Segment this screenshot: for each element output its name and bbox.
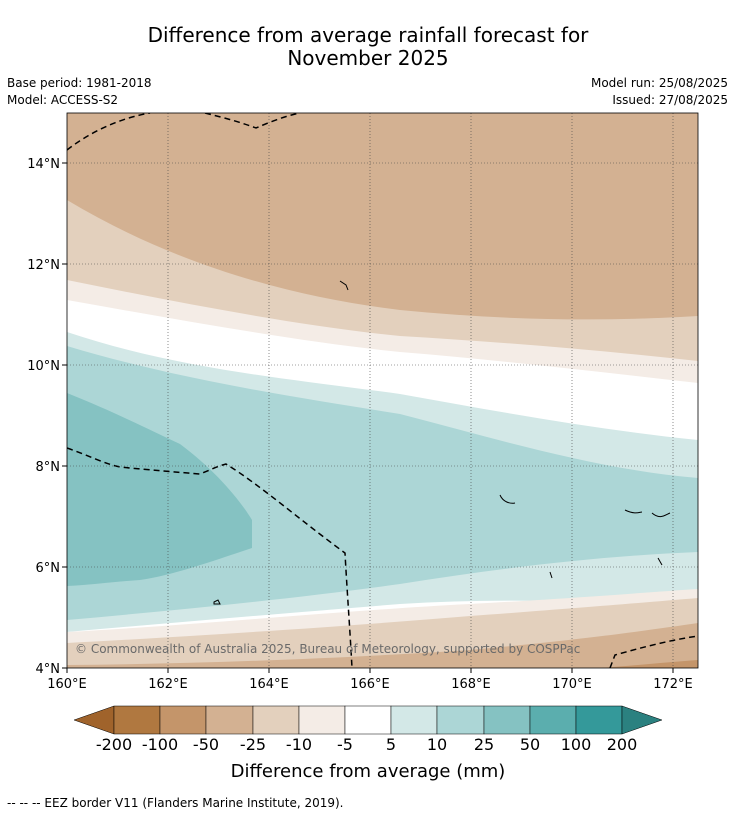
band-south-neg50: [67, 623, 698, 668]
x-tick-5: 170°E: [552, 677, 592, 692]
colorbar-seg-10: [529, 705, 577, 735]
colorbar-seg-11: [575, 705, 623, 735]
colorbar-seg-7: [390, 705, 438, 735]
colorbar-seg-1: [113, 705, 161, 735]
colorbar-seg-5: [298, 705, 346, 735]
map-plot-area: [67, 113, 698, 668]
y-tick-3: 8°N: [36, 460, 61, 475]
colorbar-label: -5: [337, 735, 353, 754]
gridlines: [67, 113, 698, 668]
colorbar-seg-3: [205, 705, 254, 735]
y-tick-2: 10°N: [27, 359, 60, 374]
band-south-neg100: [600, 660, 698, 668]
x-tick-4: 168°E: [451, 677, 491, 692]
map-title-line1: Difference from average rainfall forecas…: [147, 23, 589, 47]
colorbar-label: -10: [285, 735, 313, 754]
colorbar-high-extend: [621, 705, 663, 735]
colorbar-label: -100: [141, 735, 179, 754]
colorbar-seg-9: [483, 705, 531, 735]
colorbar-label: 5: [385, 735, 397, 754]
x-tick-3: 166°E: [350, 677, 390, 692]
base-period: Base period: 1981-2018: [7, 76, 152, 90]
eez-borders: [67, 113, 698, 668]
colorbar-label: 10: [426, 735, 448, 754]
x-tick-6: 172°E: [653, 677, 693, 692]
colorbar: [73, 705, 663, 735]
colorbar-seg-4: [252, 705, 300, 735]
y-tick-5: 4°N: [36, 662, 61, 677]
band-neg50: [67, 113, 698, 320]
x-tick-0: 160°E: [47, 677, 87, 692]
colorbar-seg-6: [344, 705, 392, 735]
islands: [213, 280, 671, 605]
colorbar-label: 200: [606, 735, 638, 754]
colorbar-label: 100: [560, 735, 592, 754]
colorbar-label: -200: [95, 735, 133, 754]
colorbar-label: 50: [519, 735, 541, 754]
colorbar-label: -25: [239, 735, 267, 754]
y-tick-0: 14°N: [27, 157, 60, 172]
model-run: Model run: 25/08/2025: [590, 76, 728, 90]
map-title-line2: November 2025: [287, 46, 449, 70]
model-name: Model: ACCESS-S2: [7, 93, 119, 107]
colorbar-seg-2: [159, 705, 207, 735]
colorbar-label: -50: [192, 735, 220, 754]
colorbar-title: Difference from average (mm): [230, 761, 506, 782]
plot-frame: [66, 112, 699, 669]
tick-marks: [62, 162, 674, 673]
x-tick-1: 162°E: [148, 677, 188, 692]
colorbar-low-extend: [73, 705, 115, 735]
copyright-notice: © Commonwealth of Australia 2025, Bureau…: [75, 642, 580, 656]
y-tick-4: 6°N: [36, 561, 61, 576]
x-tick-2: 164°E: [249, 677, 289, 692]
band-25: [67, 393, 252, 586]
issued-date: Issued: 27/08/2025: [612, 93, 728, 107]
y-tick-1: 12°N: [27, 258, 60, 273]
colorbar-seg-8: [436, 705, 485, 735]
eez-border-note: -- -- -- EEZ border V11 (Flanders Marine…: [7, 796, 344, 810]
colorbar-label: 25: [473, 735, 495, 754]
